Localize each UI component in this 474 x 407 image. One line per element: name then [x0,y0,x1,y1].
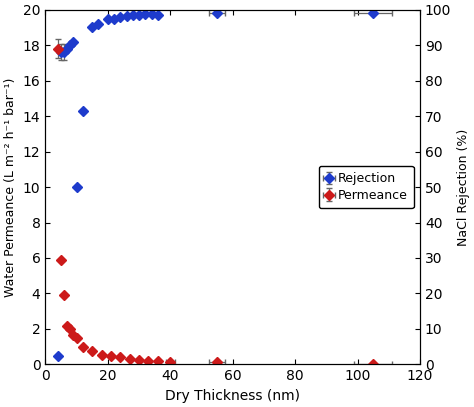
X-axis label: Dry Thickness (nm): Dry Thickness (nm) [165,389,300,403]
Y-axis label: NaCl Rejection (%): NaCl Rejection (%) [457,129,470,246]
Y-axis label: Water Permeance (L m⁻² h⁻¹ bar⁻¹): Water Permeance (L m⁻² h⁻¹ bar⁻¹) [4,77,17,297]
Legend: Rejection, Permeance: Rejection, Permeance [319,166,414,208]
